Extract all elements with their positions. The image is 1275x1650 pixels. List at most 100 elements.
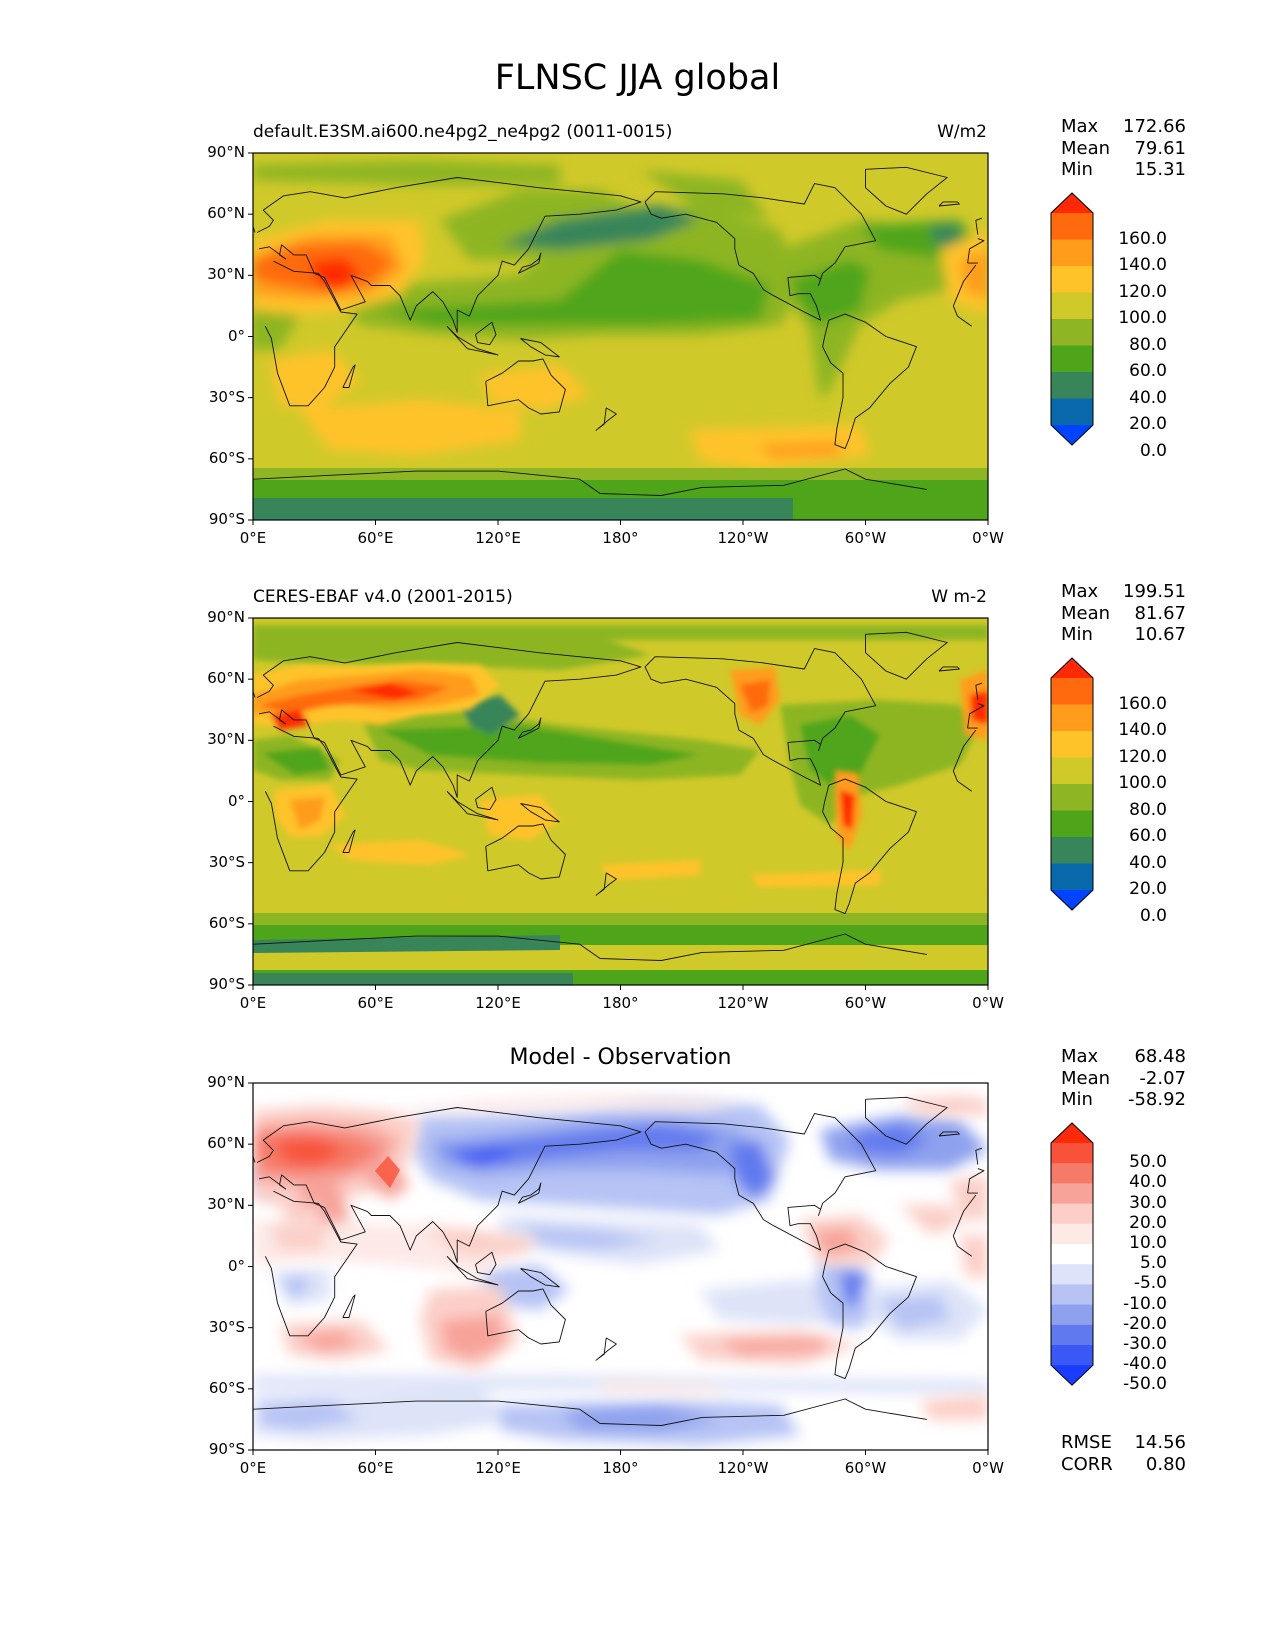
model-panel: default.E3SM.ai600.ne4pg2_ne4pg2 (0011-0…: [0, 110, 1275, 570]
coastline-new-zealand: [595, 872, 617, 896]
colorbar-label: -30.0: [1123, 1334, 1167, 1354]
colorbar-swatch: [1051, 345, 1093, 373]
lon-tick-label: 0°E: [239, 1459, 267, 1477]
difference-field: [253, 1083, 988, 1450]
colorbar-label: 40.0: [1129, 852, 1167, 873]
lat-tick-label: 60°S: [208, 1378, 245, 1397]
colorbar-swatch: [1051, 398, 1093, 426]
colorbar-swatch: [1051, 372, 1093, 399]
colorbar: [1050, 192, 1094, 446]
colorbar-label: 20.0: [1129, 1212, 1167, 1233]
lat-tick-label: 30°N: [207, 1195, 245, 1214]
coastline-greenland: [865, 1096, 948, 1145]
coastline-borneo: [475, 1251, 497, 1276]
colorbar-swatch: [1051, 1324, 1093, 1346]
observation-panel: CERES-EBAF v4.0 (2001-2015) W m-2 Max 199…: [0, 575, 1275, 1035]
coastline-japan: [518, 252, 542, 274]
colorbar-label: -20.0: [1123, 1313, 1167, 1334]
colorbar-swatch: [1051, 757, 1093, 785]
coastline-greenland: [865, 631, 948, 680]
lat-tick-label: 60°S: [208, 913, 245, 932]
coastline-overlay: [253, 166, 985, 496]
coastline-antarctica: [253, 933, 927, 961]
colorbar-swatch: [1051, 319, 1093, 346]
coastline-madagascar: [342, 829, 356, 853]
colorbar-top-arrow: [1051, 193, 1093, 213]
coastline-south-america: [822, 313, 917, 450]
lon-tick-label: 120°E: [475, 994, 521, 1012]
colorbar-swatch: [1051, 1183, 1093, 1205]
colorbar-label: -10.0: [1123, 1293, 1167, 1314]
lon-tick-label: 180°: [602, 994, 639, 1012]
colorbar-swatch: [1051, 1223, 1093, 1245]
lat-tick-label: 90°S: [208, 510, 245, 528]
coastline-overlay: [253, 631, 985, 961]
coastline-eurasia: [256, 177, 985, 333]
coastline-overlay: [253, 1096, 985, 1426]
colorbar-label: 40.0: [1129, 1172, 1167, 1193]
colorbar-label: 30.0: [1129, 1192, 1167, 1213]
lon-tick-label: 60°E: [357, 1459, 394, 1477]
coastline-japan: [518, 1182, 542, 1204]
coastline-new-guinea: [520, 1268, 560, 1288]
colorbar-label: 20.0: [1129, 879, 1167, 899]
lat-tick-label: 60°N: [207, 669, 245, 688]
lon-tick-label: 60°W: [844, 1459, 887, 1477]
lat-tick-label: 60°S: [208, 448, 245, 467]
coastline-new-guinea: [520, 803, 560, 823]
lat-tick-label: 60°N: [207, 204, 245, 223]
colorbar-label: 20.0: [1129, 414, 1167, 434]
coastline-new-guinea: [520, 338, 560, 358]
colorbar-label: 120.0: [1118, 281, 1167, 302]
observation-map: [248, 617, 1094, 990]
colorbar-label: 140.0: [1118, 255, 1167, 275]
colorbar-label: 80.0: [1129, 799, 1167, 820]
colorbar-label: -5.0: [1133, 1273, 1167, 1294]
colorbar-label: 10.0: [1129, 1233, 1167, 1253]
coastline-borneo: [475, 321, 497, 346]
colorbar-swatch: [1051, 1284, 1093, 1306]
coastline-japan: [518, 717, 542, 739]
coastline-new-zealand: [595, 1337, 617, 1361]
colorbar-bottom-arrow: [1051, 425, 1093, 445]
lon-tick-label: 60°W: [844, 529, 887, 547]
coastline-borneo: [475, 786, 497, 811]
colorbar-swatch: [1051, 1264, 1093, 1285]
colorbar-label: 140.0: [1118, 720, 1167, 740]
colorbar-top-arrow: [1051, 1123, 1093, 1143]
coastline-north-america: [644, 1113, 877, 1251]
colorbar-swatch: [1051, 1143, 1093, 1164]
lon-tick-label: 180°: [602, 529, 639, 547]
difference-panel: Model - Observation Max 68.48 Mean -2.07 M…: [0, 1040, 1275, 1500]
lat-tick-label: 60°N: [207, 1134, 245, 1153]
lon-tick-label: 0°W: [972, 529, 1004, 547]
panel-stats: Max 172.66 Mean 79.61 Min 15.31: [1061, 116, 1186, 180]
coastline-australia: [485, 823, 566, 880]
colorbar-label: -50.0: [1123, 1374, 1167, 1395]
colorbar-label: 50.0: [1129, 1152, 1167, 1173]
lat-tick-label: 30°N: [207, 265, 245, 284]
panel-stats: Max 199.51 Mean 81.67 Min 10.67: [1061, 581, 1186, 645]
lon-tick-label: 120°W: [717, 529, 769, 547]
colorbar-swatch: [1051, 1203, 1093, 1225]
panel-left-title: CERES-EBAF v4.0 (2001-2015): [253, 587, 513, 607]
lon-tick-label: 120°E: [475, 1459, 521, 1477]
coastline-new-zealand: [595, 407, 617, 431]
difference-map: [248, 1082, 1094, 1455]
axis-ticks: [248, 152, 989, 525]
colorbar-label: 40.0: [1129, 387, 1167, 408]
colorbar-label: 80.0: [1129, 334, 1167, 355]
coastline-greenland: [865, 166, 948, 215]
colorbar-bottom-arrow: [1051, 890, 1093, 910]
lon-tick-label: 180°: [602, 1459, 639, 1477]
colorbar-label: 120.0: [1118, 746, 1167, 767]
colorbar-label: -40.0: [1123, 1354, 1167, 1375]
panel-units: W/m2: [937, 122, 987, 142]
lat-tick-label: 90°N: [207, 608, 245, 626]
coastline-indonesia: [446, 790, 499, 821]
lon-tick-label: 60°W: [844, 994, 887, 1012]
coastline-iceland: [938, 666, 960, 672]
model-field: [253, 153, 988, 520]
coastline-south-america: [822, 1243, 917, 1380]
lat-tick-label: 90°N: [207, 1073, 245, 1091]
